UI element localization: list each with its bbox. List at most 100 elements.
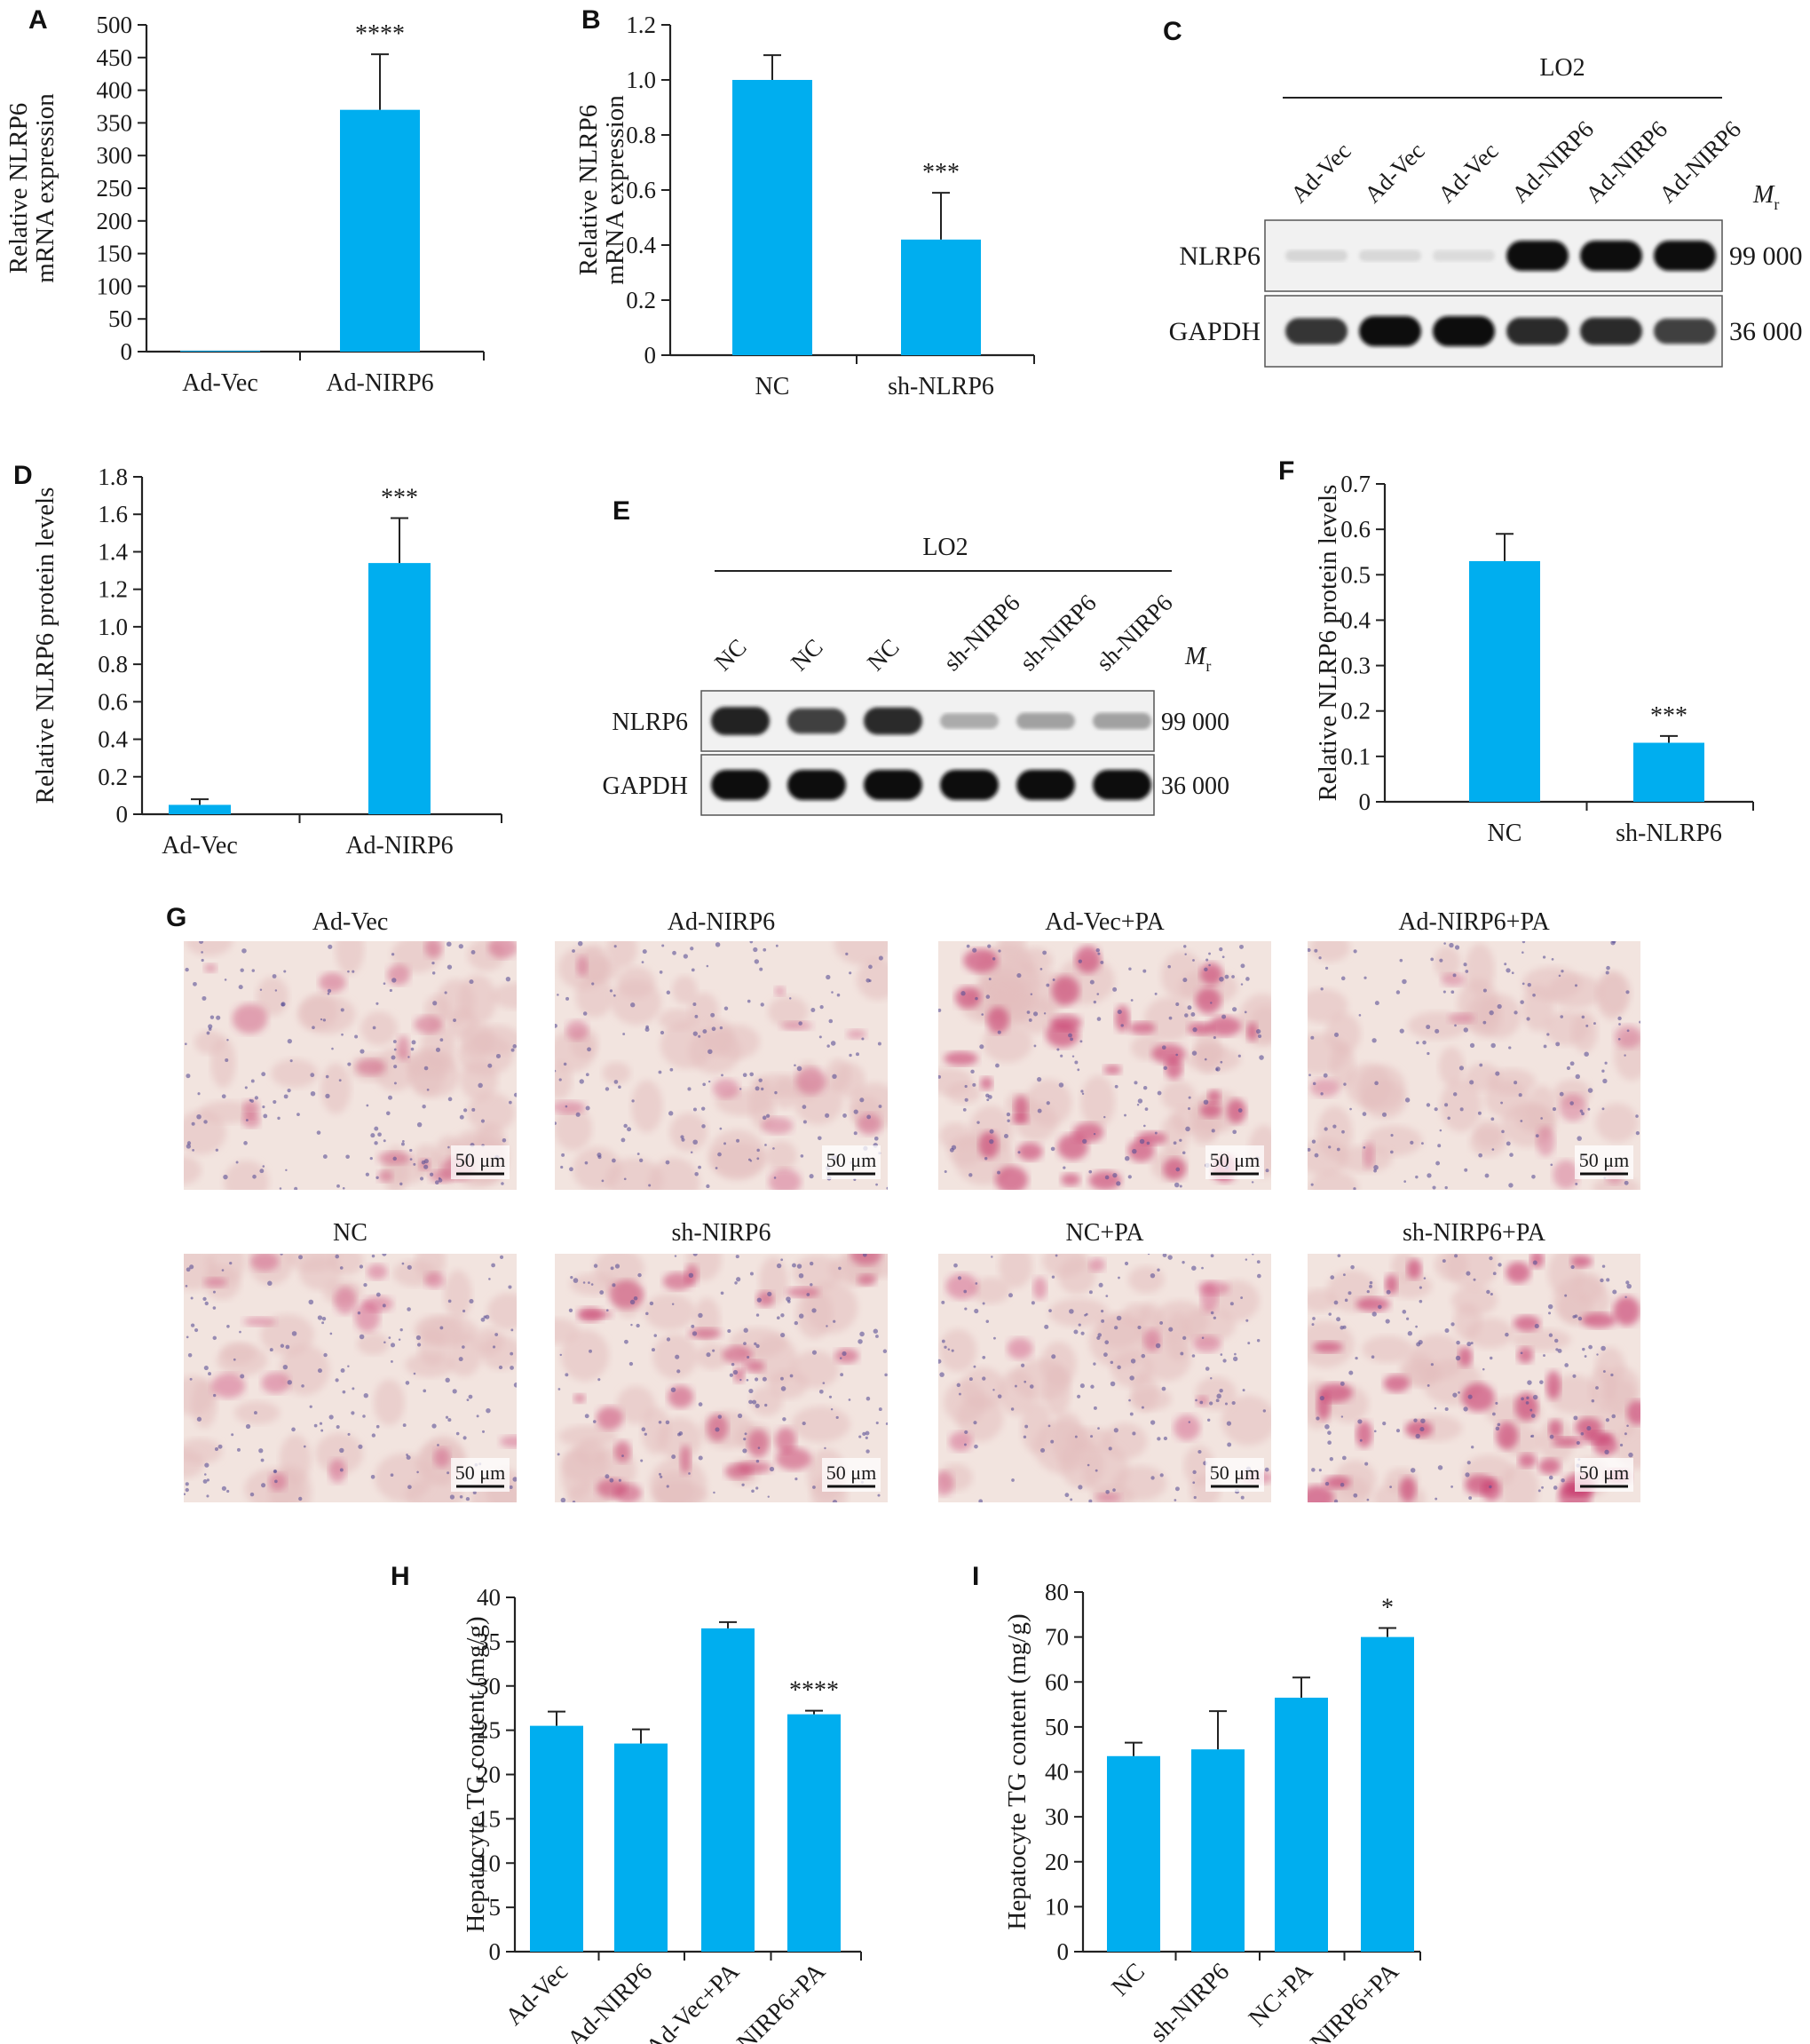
lipid-droplet bbox=[1199, 1102, 1222, 1119]
nucleus-speck bbox=[985, 994, 991, 999]
nucleus-speck bbox=[341, 1033, 344, 1036]
nucleus-speck bbox=[1550, 1163, 1553, 1167]
lipid-droplet bbox=[211, 1373, 246, 1398]
lipid-droplet bbox=[949, 1431, 973, 1452]
nucleus-speck bbox=[1612, 1289, 1617, 1295]
nucleus-speck bbox=[665, 1160, 670, 1165]
nucleus-speck bbox=[199, 941, 204, 944]
nucleus-speck bbox=[1240, 1296, 1244, 1299]
nucleus-speck bbox=[991, 1256, 993, 1258]
nucleus-speck bbox=[212, 1290, 216, 1294]
nucleus-speck bbox=[680, 1135, 684, 1139]
cell-body bbox=[672, 975, 698, 1004]
nucleus-speck bbox=[1016, 973, 1022, 978]
nucleus-speck bbox=[842, 1113, 847, 1118]
nucleus-speck bbox=[1173, 1141, 1177, 1145]
nucleus-speck bbox=[1124, 1155, 1130, 1161]
nucleus-speck bbox=[1259, 1055, 1264, 1060]
x-category-label: Ad-NIRP6 bbox=[345, 832, 453, 860]
nucleus-speck bbox=[1343, 1082, 1347, 1086]
lipid-droplet bbox=[945, 1273, 978, 1300]
lipid-droplet bbox=[786, 1287, 820, 1298]
lipid-droplet bbox=[1529, 1254, 1545, 1269]
nucleus-speck bbox=[1324, 1481, 1330, 1486]
nucleus-speck bbox=[1548, 1333, 1553, 1337]
nucleus-speck bbox=[763, 947, 767, 952]
nucleus-speck bbox=[794, 1320, 798, 1326]
nucleus-speck bbox=[465, 1496, 470, 1501]
scale-bar-label: 50 μm bbox=[455, 1462, 505, 1484]
nucleus-speck bbox=[1129, 1375, 1134, 1381]
nucleus-speck bbox=[1182, 1260, 1185, 1264]
nucleus-speck bbox=[283, 970, 287, 973]
nucleus-speck bbox=[1404, 1097, 1411, 1103]
nucleus-speck bbox=[1422, 1040, 1427, 1045]
nucleus-speck bbox=[1350, 1264, 1355, 1270]
significance-marker: * bbox=[1381, 1595, 1394, 1622]
nucleus-speck bbox=[190, 1323, 195, 1327]
lipid-droplet bbox=[1548, 1419, 1562, 1439]
nucleus-speck bbox=[762, 1376, 767, 1382]
nucleus-speck bbox=[1410, 1140, 1414, 1145]
nucleus-speck bbox=[613, 1080, 619, 1084]
nucleus-speck bbox=[1541, 1485, 1544, 1489]
nucleus-speck bbox=[476, 1414, 479, 1418]
lipid-droplet bbox=[1017, 1142, 1043, 1161]
nucleus-speck bbox=[301, 1384, 304, 1388]
nucleus-speck bbox=[861, 1037, 865, 1041]
nucleus-speck bbox=[1525, 1401, 1529, 1405]
nucleus-speck bbox=[1256, 1339, 1261, 1343]
nucleus-speck bbox=[192, 1149, 194, 1152]
nucleus-speck bbox=[235, 1161, 239, 1164]
nucleus-speck bbox=[1342, 1273, 1346, 1277]
nucleus-speck bbox=[1355, 1356, 1358, 1360]
nucleus-speck bbox=[1056, 1048, 1060, 1051]
nucleus-speck bbox=[749, 1072, 755, 1077]
y-tick-label: 1.2 bbox=[98, 576, 128, 603]
nucleus-speck bbox=[1179, 1138, 1182, 1142]
nucleus-speck bbox=[938, 1074, 942, 1079]
nucleus-speck bbox=[1073, 1329, 1079, 1335]
nucleus-speck bbox=[1024, 1424, 1029, 1429]
cell-body bbox=[971, 1277, 1010, 1304]
nucleus-speck bbox=[1044, 1324, 1049, 1329]
nucleus-speck bbox=[1112, 1488, 1116, 1492]
nucleus-speck bbox=[691, 1324, 695, 1328]
nucleus-speck bbox=[780, 1258, 784, 1262]
nucleus-speck bbox=[1055, 1254, 1058, 1257]
nucleus-speck bbox=[1023, 1435, 1027, 1439]
cell-body bbox=[1602, 1367, 1640, 1408]
nucleus-speck bbox=[1466, 1271, 1471, 1276]
nucleus-speck bbox=[390, 1343, 396, 1348]
nucleus-speck bbox=[212, 1335, 217, 1341]
micrograph-label: Ad-Vec bbox=[312, 908, 389, 936]
cell-body bbox=[1238, 994, 1271, 1047]
nucleus-speck bbox=[202, 1479, 208, 1484]
cell-body bbox=[356, 1333, 390, 1356]
panel-letter-h: H bbox=[391, 1562, 410, 1591]
nucleus-speck bbox=[692, 1139, 698, 1145]
nucleus-speck bbox=[1617, 1037, 1621, 1041]
nucleus-speck bbox=[719, 1026, 723, 1030]
nucleus-speck bbox=[1047, 1424, 1051, 1428]
nucleus-speck bbox=[259, 1169, 265, 1174]
nucleus-speck bbox=[1588, 1344, 1593, 1350]
lipid-droplet bbox=[487, 941, 517, 959]
cell-body bbox=[1403, 1361, 1442, 1387]
nucleus-speck bbox=[810, 1283, 813, 1287]
nucleus-speck bbox=[1564, 1294, 1568, 1297]
nucleus-speck bbox=[1191, 1354, 1196, 1358]
nucleus-speck bbox=[1426, 1025, 1431, 1030]
cell-body bbox=[660, 1021, 714, 1069]
scale-bar-label: 50 μm bbox=[1210, 1149, 1260, 1171]
lipid-droplet bbox=[242, 1099, 260, 1119]
nucleus-speck bbox=[1390, 1150, 1394, 1154]
lane-label: Ad-Vec bbox=[1285, 138, 1356, 209]
nucleus-speck bbox=[280, 1254, 283, 1256]
nucleus-speck bbox=[806, 1293, 810, 1296]
nucleus-speck bbox=[651, 1348, 655, 1352]
y-tick-label: 10 bbox=[477, 1850, 501, 1876]
blot-band bbox=[711, 770, 770, 800]
nucleus-speck bbox=[296, 1113, 300, 1117]
